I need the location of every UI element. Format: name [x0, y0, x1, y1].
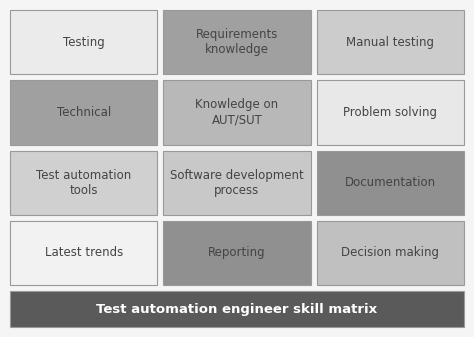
Bar: [164, 151, 310, 215]
Text: Knowledge on
AUT/SUT: Knowledge on AUT/SUT: [195, 98, 279, 126]
Bar: [10, 151, 157, 215]
Bar: [10, 10, 157, 74]
Text: Test automation engineer skill matrix: Test automation engineer skill matrix: [96, 303, 378, 315]
Bar: [164, 80, 310, 145]
Bar: [317, 221, 464, 285]
Text: Latest trends: Latest trends: [45, 246, 123, 259]
Text: Requirements
knowledge: Requirements knowledge: [196, 28, 278, 56]
Bar: [317, 151, 464, 215]
Bar: [10, 291, 464, 327]
Text: Manual testing: Manual testing: [346, 36, 434, 49]
Bar: [10, 80, 157, 145]
Bar: [317, 80, 464, 145]
Text: Reporting: Reporting: [208, 246, 266, 259]
Text: Problem solving: Problem solving: [343, 106, 438, 119]
Text: Decision making: Decision making: [341, 246, 439, 259]
Bar: [317, 10, 464, 74]
Text: Technical: Technical: [56, 106, 111, 119]
Bar: [164, 10, 310, 74]
Text: Software development
process: Software development process: [170, 168, 304, 196]
Bar: [10, 221, 157, 285]
Text: Documentation: Documentation: [345, 176, 436, 189]
Text: Test automation
tools: Test automation tools: [36, 168, 131, 196]
Text: Testing: Testing: [63, 36, 105, 49]
Bar: [164, 221, 310, 285]
